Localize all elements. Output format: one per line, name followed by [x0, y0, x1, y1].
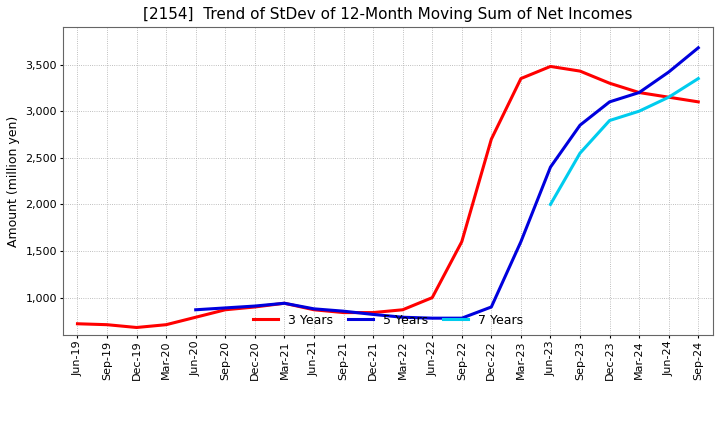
7 Years: [665, 95, 673, 100]
5 Years: [192, 307, 200, 312]
3 Years: [487, 136, 495, 142]
Y-axis label: Amount (million yen): Amount (million yen): [7, 115, 20, 247]
3 Years: [546, 64, 555, 69]
5 Years: [457, 315, 466, 321]
5 Years: [339, 308, 348, 314]
5 Years: [280, 301, 289, 306]
7 Years: [606, 118, 614, 123]
5 Years: [546, 165, 555, 170]
3 Years: [103, 322, 112, 327]
3 Years: [162, 322, 171, 327]
3 Years: [192, 315, 200, 320]
3 Years: [606, 81, 614, 86]
3 Years: [398, 307, 407, 312]
5 Years: [369, 312, 377, 317]
Legend: 3 Years, 5 Years, 7 Years: 3 Years, 5 Years, 7 Years: [248, 309, 528, 332]
5 Years: [516, 239, 525, 244]
Title: [2154]  Trend of StDev of 12-Month Moving Sum of Net Incomes: [2154] Trend of StDev of 12-Month Moving…: [143, 7, 633, 22]
3 Years: [635, 90, 644, 95]
Line: 3 Years: 3 Years: [78, 66, 698, 327]
3 Years: [280, 301, 289, 306]
7 Years: [576, 150, 585, 156]
5 Years: [398, 315, 407, 320]
3 Years: [576, 69, 585, 74]
3 Years: [428, 295, 436, 300]
5 Years: [694, 45, 703, 51]
3 Years: [339, 310, 348, 315]
3 Years: [665, 95, 673, 100]
3 Years: [310, 307, 318, 312]
5 Years: [576, 122, 585, 128]
5 Years: [665, 70, 673, 75]
3 Years: [369, 310, 377, 315]
3 Years: [516, 76, 525, 81]
7 Years: [694, 76, 703, 81]
5 Years: [221, 305, 230, 311]
3 Years: [457, 239, 466, 244]
Line: 7 Years: 7 Years: [551, 79, 698, 205]
3 Years: [694, 99, 703, 105]
3 Years: [221, 307, 230, 312]
5 Years: [251, 304, 259, 309]
5 Years: [487, 304, 495, 310]
3 Years: [251, 304, 259, 310]
7 Years: [546, 202, 555, 207]
3 Years: [132, 325, 141, 330]
Line: 5 Years: 5 Years: [196, 48, 698, 318]
5 Years: [606, 99, 614, 105]
5 Years: [635, 90, 644, 95]
5 Years: [428, 315, 436, 321]
5 Years: [310, 306, 318, 312]
7 Years: [635, 109, 644, 114]
3 Years: [73, 321, 82, 326]
